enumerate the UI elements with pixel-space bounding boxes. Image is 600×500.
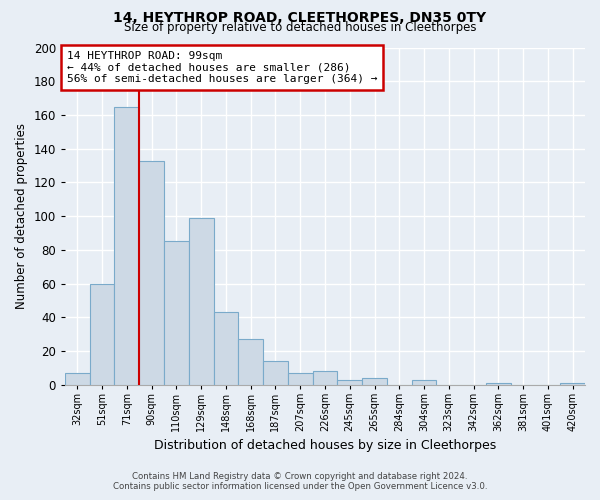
Bar — [288, 373, 313, 385]
Bar — [238, 340, 263, 385]
Bar — [214, 312, 238, 385]
Bar — [139, 160, 164, 385]
Bar — [189, 218, 214, 385]
Bar — [486, 383, 511, 385]
Text: 14, HEYTHROP ROAD, CLEETHORPES, DN35 0TY: 14, HEYTHROP ROAD, CLEETHORPES, DN35 0TY — [113, 11, 487, 25]
Bar — [115, 106, 139, 385]
Bar — [337, 380, 362, 385]
Bar — [313, 372, 337, 385]
Bar — [362, 378, 387, 385]
Text: Size of property relative to detached houses in Cleethorpes: Size of property relative to detached ho… — [124, 22, 476, 35]
Bar — [560, 383, 585, 385]
Y-axis label: Number of detached properties: Number of detached properties — [15, 123, 28, 309]
Bar — [65, 373, 90, 385]
Text: Contains HM Land Registry data © Crown copyright and database right 2024.
Contai: Contains HM Land Registry data © Crown c… — [113, 472, 487, 491]
Bar — [90, 284, 115, 385]
Bar — [263, 361, 288, 385]
Bar — [412, 380, 436, 385]
X-axis label: Distribution of detached houses by size in Cleethorpes: Distribution of detached houses by size … — [154, 440, 496, 452]
Bar — [164, 242, 189, 385]
Text: 14 HEYTHROP ROAD: 99sqm
← 44% of detached houses are smaller (286)
56% of semi-d: 14 HEYTHROP ROAD: 99sqm ← 44% of detache… — [67, 51, 377, 84]
